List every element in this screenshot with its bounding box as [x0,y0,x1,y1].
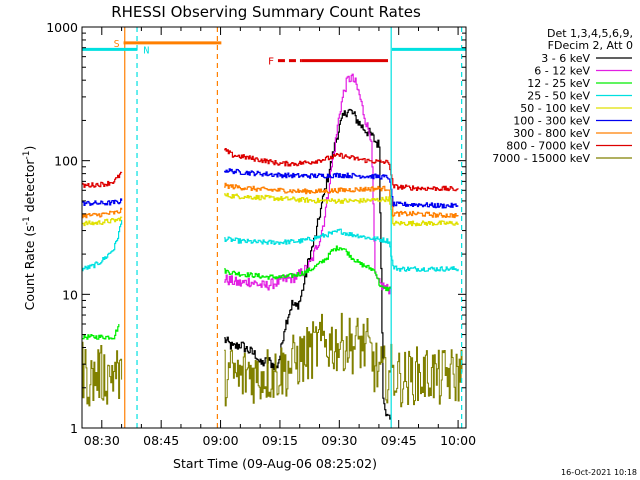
state-bar-label-f: F [268,57,274,68]
series-line-50-100-kev-seg0 [82,216,123,227]
legend-label: 6 - 12 keV [534,65,590,78]
legend-label: 7000 - 15000 keV [492,152,590,165]
x-tick-label: 08:45 [143,433,179,448]
series-line-12-25-kev-seg1 [224,245,392,292]
chart-title: RHESSI Observing Summary Count Rates [111,3,421,21]
series-line-7000-15000-kev-seg0 [82,341,123,407]
y-axis-label-main: Count Rate (s [22,225,37,310]
series-line-3-6-kev-seg0 [224,108,392,420]
series-line-12-25-kev-seg0 [82,324,120,340]
y-axis-label-end: ) [22,146,37,151]
axis-ticks: 08:30 08:45 09:00 09:15 09:30 09:45 10:00 1 10 10… [46,20,476,448]
series-line-100-300-kev-seg0 [82,198,123,206]
y-tick-label: 100 [54,154,78,169]
series-line-300-800-kev-seg0 [82,207,123,219]
legend: Det 1,3,4,5,6,9, FDecim 2, Att 0 3 - 6 k… [492,27,633,165]
y-axis-label-mid: detector [22,159,37,217]
legend-label: 3 - 6 keV [541,52,590,65]
legend-label: 300 - 800 keV [513,127,590,140]
legend-label: 100 - 300 keV [513,115,590,128]
x-tick-label: 10:00 [440,433,476,448]
series-line-800-7000-kev-seg0 [82,171,123,188]
y-axis-label-sup1: -1 [22,216,32,225]
legend-label: 50 - 100 keV [520,102,590,115]
plot-frame [81,26,467,429]
x-tick-label: 09:30 [321,433,357,448]
series-line-800-7000-kev-seg1 [224,148,459,192]
state-bar-label-n: N [143,45,149,56]
legend-label: 12 - 25 keV [527,77,590,90]
y-tick-label: 1000 [46,20,78,35]
x-tick-label: 08:30 [84,433,120,448]
y-axis-label: Count Rate (s-1 detector-1) [22,146,37,311]
y-tick-label: 10 [62,287,78,302]
series-line-300-800-kev-seg1 [224,182,459,219]
x-axis-label: Start Time (09-Aug-06 08:25:02) [173,456,377,471]
legend-header-2: FDecim 2, Att 0 [548,39,633,52]
y-tick-label: 1 [70,421,78,436]
series-line-50-100-kev-seg1 [224,192,459,227]
state-bar-label-s: S [114,39,120,50]
legend-header-1: Det 1,3,4,5,6,9, [547,27,633,40]
x-tick-label: 09:15 [262,433,298,448]
series-line-25-50-kev-seg1 [224,228,459,272]
x-tick-label: 09:45 [381,433,417,448]
state-overlay: S N F [82,27,466,428]
series-line-100-300-kev-seg1 [224,168,459,209]
legend-label: 25 - 50 keV [527,90,590,103]
legend-label: 800 - 7000 keV [506,140,590,153]
series-line-7000-15000-kev-seg1 [224,312,463,408]
series-layer [82,73,463,420]
series-line-25-50-kev-seg0 [82,220,123,272]
x-tick-label: 09:00 [203,433,239,448]
timestamp: 16-Oct-2021 10:18 [561,468,637,477]
y-axis-label-sup2: -1 [22,151,32,160]
